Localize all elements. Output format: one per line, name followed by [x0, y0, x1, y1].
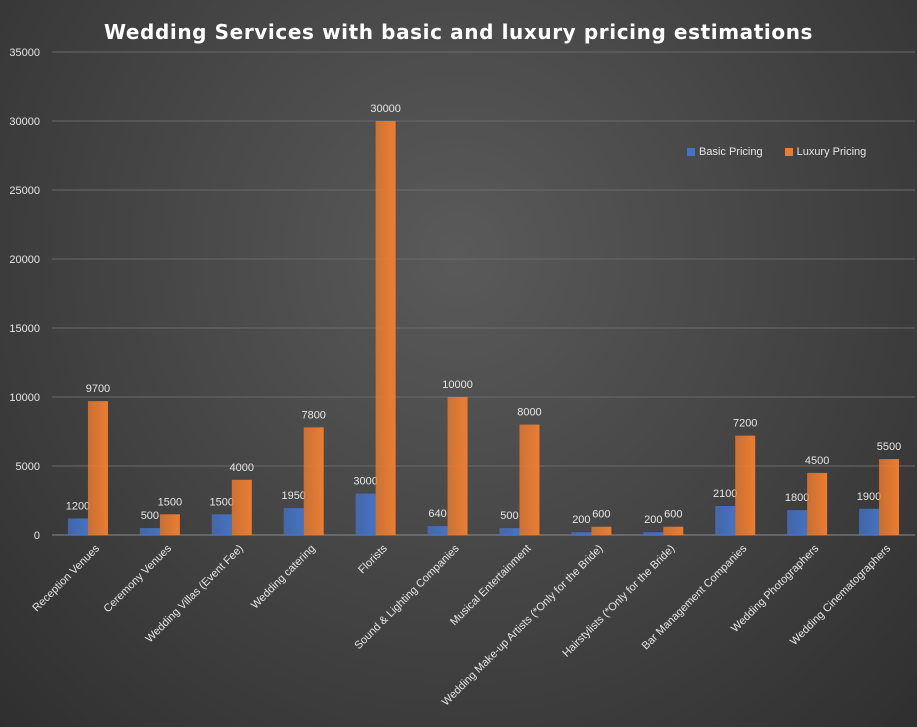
data-label-luxury: 7800 — [301, 409, 325, 421]
x-tick-label: Wedding Make-up Artists (*Only for the B… — [440, 543, 606, 709]
bar-luxury — [879, 459, 900, 535]
data-label-basic: 1500 — [210, 496, 234, 508]
data-label-luxury: 1500 — [158, 496, 182, 508]
data-label-basic: 500 — [141, 510, 159, 522]
y-tick-label: 35000 — [9, 47, 40, 59]
bar-luxury — [735, 435, 756, 535]
legend-swatch-basic — [687, 148, 695, 156]
data-label-luxury: 600 — [592, 509, 610, 521]
data-label-basic: 1800 — [785, 492, 809, 504]
y-tick-label: 20000 — [9, 254, 40, 266]
bar-luxury — [231, 479, 252, 535]
bar-luxury — [159, 514, 180, 535]
data-label-basic: 2100 — [713, 488, 737, 500]
bar-basic — [211, 514, 232, 535]
legend-swatch-luxury — [784, 148, 793, 156]
bar-luxury — [87, 401, 108, 535]
chart-title: Wedding Services with basic and luxury p… — [103, 20, 814, 44]
y-tick-label: 25000 — [9, 185, 40, 197]
data-label-luxury: 9700 — [86, 383, 110, 395]
bar-basic — [139, 528, 160, 535]
data-label-basic: 200 — [644, 514, 662, 526]
bar-luxury — [807, 472, 828, 535]
x-tick-label: Musical Entertainment — [448, 543, 533, 628]
y-tick-label: 0 — [34, 530, 40, 542]
data-label-basic: 3000 — [353, 476, 377, 488]
data-label-luxury: 4500 — [805, 455, 829, 467]
data-label-basic: 640 — [428, 508, 446, 520]
y-tick-label: 5000 — [16, 461, 40, 473]
x-tick-label: Reception Venues — [30, 542, 102, 614]
x-tick-label: Wedding catering — [249, 543, 318, 612]
data-label-basic: 1950 — [281, 490, 305, 502]
bar-basic — [355, 493, 376, 535]
bar-basic — [859, 508, 880, 535]
legend-label-basic: Basic Pricing — [699, 146, 763, 158]
data-label-basic: 1900 — [857, 491, 881, 503]
legend-item-basic: Basic Pricing — [687, 146, 763, 158]
data-label-basic: 500 — [500, 510, 518, 522]
x-tick-label: Hairstylists (*Only for the Bride) — [560, 543, 677, 660]
data-label-basic: 200 — [572, 514, 590, 526]
bar-luxury — [447, 397, 468, 535]
data-label-luxury: 8000 — [517, 407, 541, 419]
bar-basic — [715, 506, 736, 535]
data-label-luxury: 7200 — [733, 418, 757, 430]
y-tick-label: 15000 — [9, 323, 40, 335]
data-label-basic: 1200 — [66, 500, 90, 512]
legend: Basic Pricing Luxury Pricing — [687, 146, 866, 158]
bar-basic — [427, 526, 448, 535]
data-label-luxury: 600 — [664, 509, 682, 521]
data-label-luxury: 4000 — [230, 462, 254, 474]
x-tick-label: Florists — [356, 542, 390, 576]
bar-luxury — [303, 427, 324, 535]
y-tick-label: 30000 — [9, 116, 40, 128]
data-label-luxury: 5500 — [877, 441, 901, 453]
bar-luxury — [375, 121, 396, 535]
data-label-luxury: 30000 — [370, 103, 401, 115]
bar-basic — [571, 532, 592, 535]
bar-luxury — [591, 526, 612, 535]
y-tick-label: 10000 — [9, 392, 40, 404]
data-label-luxury: 10000 — [442, 379, 473, 391]
bar-basic — [67, 518, 88, 535]
bar-basic — [283, 508, 304, 535]
bar-basic — [499, 528, 520, 535]
legend-label-luxury: Luxury Pricing — [796, 146, 867, 158]
bar-basic — [787, 510, 808, 535]
bar-basic — [643, 532, 664, 535]
bar-luxury — [663, 526, 684, 535]
x-tick-label: Ceremony Venues — [102, 542, 175, 615]
legend-item-luxury: Luxury Pricing — [784, 146, 867, 158]
bar-luxury — [519, 424, 540, 535]
